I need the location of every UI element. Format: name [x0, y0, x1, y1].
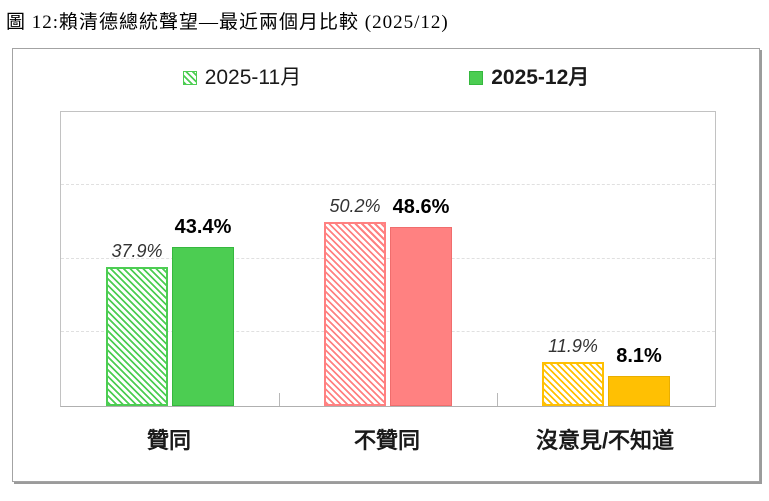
legend-swatch-solid-icon [469, 70, 484, 85]
gridline-40 [61, 258, 715, 259]
axis-tick [497, 393, 498, 406]
category-axis: 贊同 不贊同 沒意見/不知道 [60, 405, 714, 452]
value-label-2025-12月-沒意見/不知道: 8.1% [616, 345, 662, 367]
legend-item-2025-12: 2025-12月 [469, 67, 589, 88]
bar-2025-11月-贊同 [106, 267, 168, 406]
axis-tick [279, 393, 280, 406]
bar-2025-12月-不贊同 [390, 227, 452, 406]
legend-label-2025-12: 2025-12月 [491, 66, 590, 89]
chart-frame: 2025-11月 2025-12月 37.9% 43.4% 50.2% 48.6% 11… [12, 48, 760, 482]
value-label-2025-11月-沒意見/不知道: 11.9% [548, 336, 598, 356]
bar-2025-12月-沒意見/不知道 [608, 376, 670, 406]
gridline-20 [61, 331, 715, 332]
figure-title: 圖 12:賴清德總統聲望—最近兩個月比較 (2025/12) [6, 12, 449, 33]
value-label-2025-12月-不贊同: 48.6% [392, 196, 450, 218]
plot-area: 37.9% 43.4% 50.2% 48.6% 11.9% 8.1% [60, 111, 716, 407]
category-label-no-opinion: 沒意見/不知道 [535, 428, 675, 453]
bar-2025-12月-贊同 [172, 247, 234, 406]
legend-label-2025-11: 2025-11月 [204, 66, 302, 89]
bar-2025-11月-沒意見/不知道 [542, 362, 604, 406]
legend-item-2025-11: 2025-11月 [182, 66, 302, 89]
value-label-2025-11月-贊同: 37.9% [111, 241, 163, 261]
category-label-approve: 贊同 [146, 428, 191, 453]
gridline-60 [61, 184, 715, 185]
bar-2025-11月-不贊同 [324, 222, 386, 406]
category-label-disapprove: 不贊同 [353, 428, 420, 453]
chart-legend: 2025-11月 2025-12月 [13, 67, 759, 88]
value-label-2025-11月-不贊同: 50.2% [329, 196, 381, 216]
value-label-2025-12月-贊同: 43.4% [174, 216, 232, 238]
legend-swatch-hatched-icon [182, 70, 197, 85]
